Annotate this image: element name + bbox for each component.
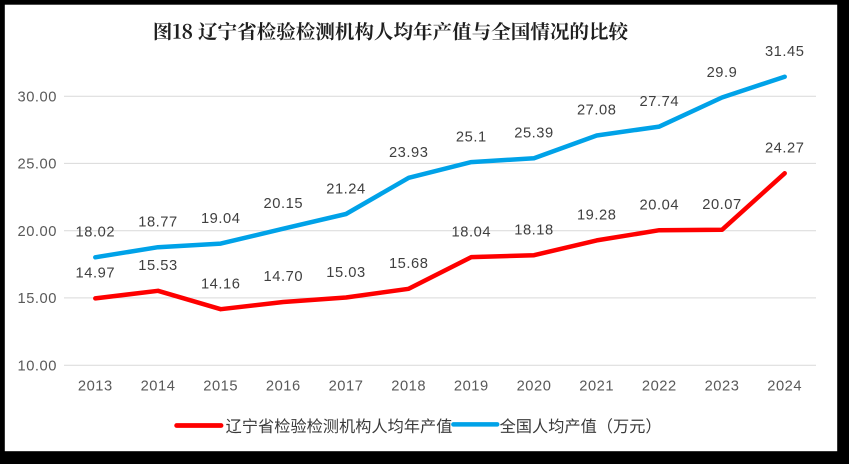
svg-text:2016: 2016	[266, 379, 301, 395]
svg-text:2014: 2014	[141, 379, 176, 395]
svg-text:20.07: 20.07	[702, 197, 742, 213]
svg-text:20.15: 20.15	[264, 196, 304, 212]
svg-text:10.00: 10.00	[17, 358, 57, 374]
svg-text:19.28: 19.28	[577, 208, 617, 224]
svg-text:15.00: 15.00	[17, 291, 57, 307]
svg-text:2019: 2019	[454, 379, 489, 395]
svg-text:29.9: 29.9	[707, 65, 738, 81]
svg-text:15.53: 15.53	[138, 258, 178, 274]
svg-text:2020: 2020	[517, 379, 552, 395]
svg-text:2023: 2023	[705, 379, 740, 395]
svg-text:2021: 2021	[579, 379, 614, 395]
svg-text:14.97: 14.97	[76, 266, 116, 282]
svg-text:15.03: 15.03	[326, 265, 366, 281]
svg-text:18.77: 18.77	[138, 215, 178, 231]
svg-text:25.00: 25.00	[17, 157, 57, 173]
svg-text:2013: 2013	[78, 379, 113, 395]
svg-text:21.24: 21.24	[326, 181, 366, 197]
svg-text:15.68: 15.68	[389, 256, 429, 272]
svg-text:20.04: 20.04	[640, 197, 680, 213]
svg-text:25.39: 25.39	[514, 126, 554, 142]
svg-text:2015: 2015	[203, 379, 238, 395]
svg-text:18.18: 18.18	[514, 222, 554, 238]
svg-text:25.1: 25.1	[456, 129, 487, 145]
svg-text:18.04: 18.04	[452, 224, 492, 240]
svg-text:23.93: 23.93	[389, 145, 429, 161]
svg-text:24.27: 24.27	[765, 141, 805, 157]
svg-text:27.74: 27.74	[640, 94, 680, 110]
svg-text:31.45: 31.45	[765, 44, 805, 60]
svg-text:18.02: 18.02	[76, 225, 116, 241]
svg-text:14.16: 14.16	[201, 277, 241, 293]
svg-text:14.70: 14.70	[264, 269, 304, 285]
svg-text:30.00: 30.00	[17, 89, 57, 105]
svg-text:20.00: 20.00	[17, 224, 57, 240]
svg-text:27.08: 27.08	[577, 103, 617, 119]
svg-text:2017: 2017	[329, 379, 364, 395]
svg-text:2018: 2018	[391, 379, 426, 395]
svg-text:2022: 2022	[642, 379, 677, 395]
svg-text:19.04: 19.04	[201, 211, 241, 227]
svg-text:2024: 2024	[767, 379, 802, 395]
